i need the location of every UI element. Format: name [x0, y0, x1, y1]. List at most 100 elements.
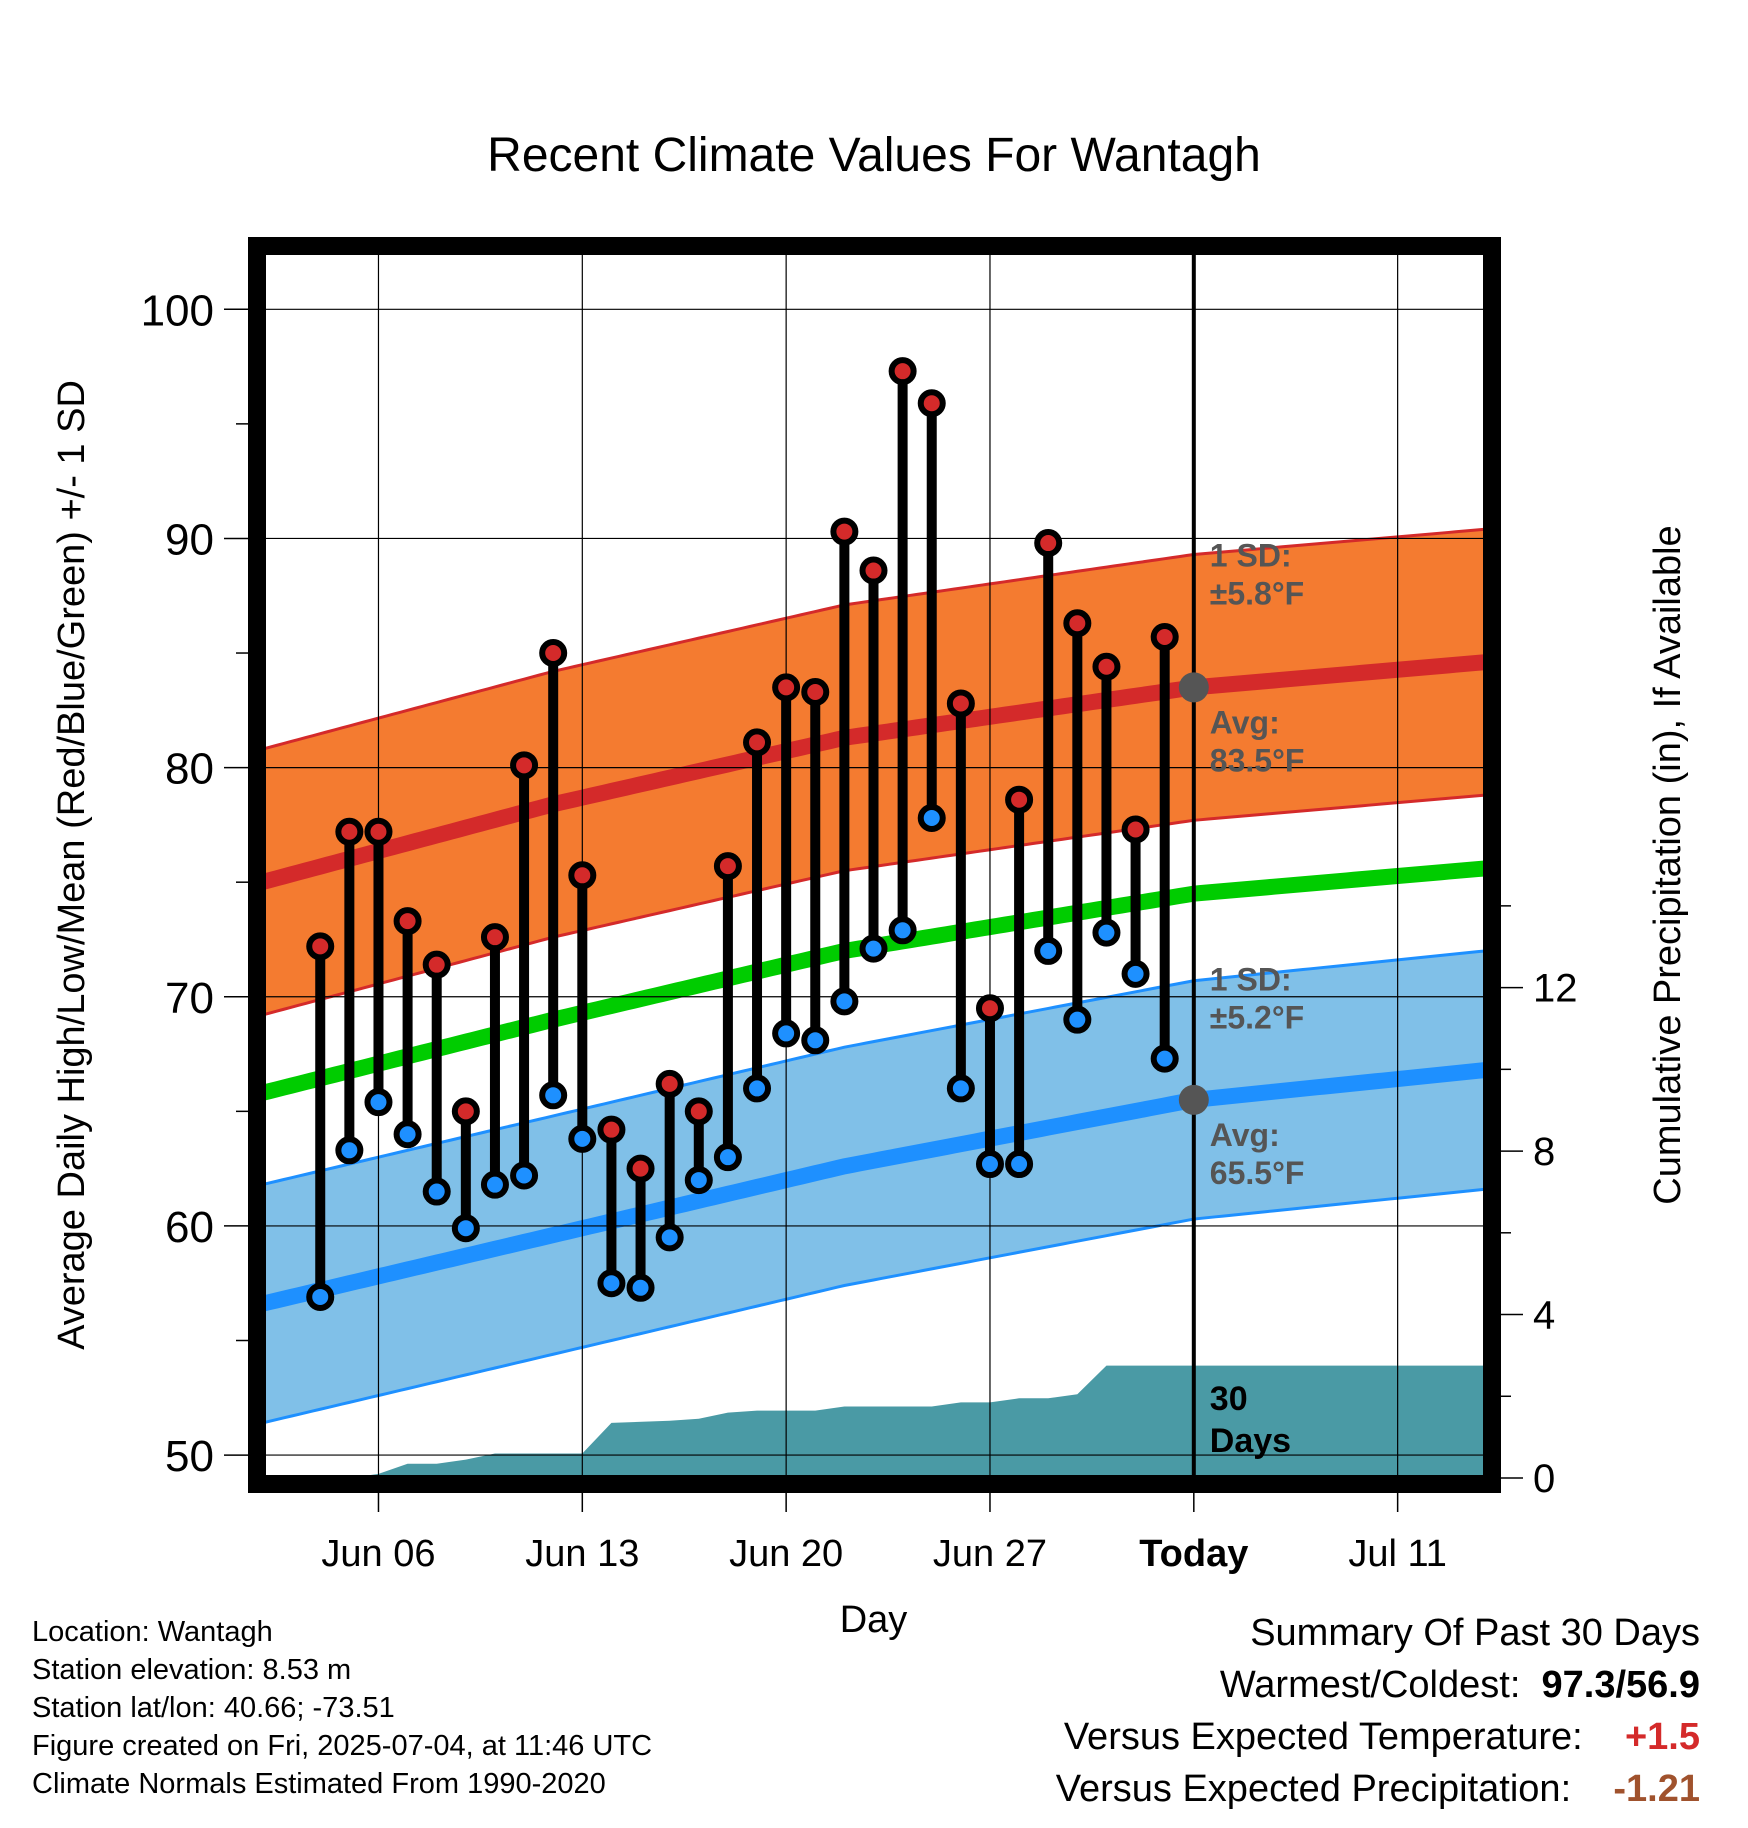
daily-low-point	[510, 1161, 539, 1190]
x-tick-label: Jul 11	[1348, 1533, 1447, 1575]
y-tick-label: 60	[165, 1203, 214, 1252]
daily-low-point	[1034, 936, 1063, 965]
low-sd-annotation-line2: ±5.2°F	[1210, 1000, 1304, 1036]
low-avg-annotation-line1: Avg:	[1210, 1117, 1280, 1153]
daily-low-point	[1150, 1044, 1179, 1073]
daily-high-point	[743, 728, 772, 757]
daily-low-point	[917, 804, 946, 833]
daily-low-point	[801, 1026, 830, 1055]
daily-low-point	[772, 1019, 801, 1048]
daily-low-point	[830, 987, 859, 1016]
daily-high-point	[393, 907, 422, 936]
today-normal-high-dot	[1178, 672, 1209, 703]
daily-high-point	[917, 389, 946, 418]
daily-high-point	[1150, 622, 1179, 651]
daily-low-point	[1092, 918, 1121, 947]
x-tick-label: Today	[1139, 1533, 1248, 1575]
daily-low-point	[335, 1136, 364, 1165]
high-sd-annotation-line1: 1 SD:	[1210, 537, 1292, 573]
daily-low-point	[451, 1214, 480, 1243]
daily-high-point	[510, 751, 539, 780]
period-label-line2: Days	[1210, 1422, 1291, 1460]
summary-precip-label: Versus Expected Precipitation:	[1055, 1768, 1572, 1810]
y-tick-label: 90	[165, 515, 214, 564]
daily-low-point	[713, 1143, 742, 1172]
low-sd-annotation-line1: 1 SD:	[1210, 962, 1292, 998]
info-normals: Climate Normals Estimated From 1990-2020	[32, 1768, 606, 1800]
high-sd-annotation-line2: ±5.8°F	[1210, 575, 1304, 611]
plot-frame	[248, 237, 1501, 1493]
y-tick-label: 100	[141, 286, 214, 335]
summary-warmest-label: Warmest/Coldest:	[1219, 1664, 1521, 1706]
daily-high-point	[772, 673, 801, 702]
daily-low-point	[539, 1081, 568, 1110]
daily-high-point	[422, 950, 451, 979]
daily-high-point	[597, 1115, 626, 1144]
daily-high-point	[888, 357, 917, 386]
y2-tick-label: 12	[1533, 967, 1578, 1011]
y2-tick-label: 0	[1533, 1457, 1555, 1501]
daily-high-point	[946, 689, 975, 718]
daily-high-point	[713, 852, 742, 881]
y2-axis-title: Cumulative Precipitation (in), If Availa…	[1647, 525, 1689, 1204]
daily-low-point	[626, 1273, 655, 1302]
x-tick-label: Jun 20	[729, 1533, 843, 1575]
info-latlon: Station lat/lon: 40.66; -73.51	[32, 1692, 395, 1724]
daily-high-point	[626, 1154, 655, 1183]
daily-low-point	[568, 1124, 597, 1153]
y2-tick-label: 4	[1533, 1294, 1555, 1338]
daily-high-point	[655, 1069, 684, 1098]
precipitation-area	[262, 1365, 1485, 1478]
summary-temp-value: +1.5	[1624, 1716, 1700, 1758]
daily-low-point	[393, 1120, 422, 1149]
daily-low-point	[975, 1150, 1004, 1179]
info-location: Location: Wantagh	[32, 1616, 273, 1648]
daily-low-point	[364, 1088, 393, 1117]
daily-high-point	[1121, 815, 1150, 844]
y-tick-label: 50	[165, 1432, 214, 1481]
daily-low-point	[684, 1166, 713, 1195]
daily-low-point	[422, 1177, 451, 1206]
summary-temp-label: Versus Expected Temperature:	[1063, 1716, 1583, 1758]
low-avg-annotation-line2: 65.5°F	[1210, 1155, 1305, 1191]
x-axis-title: Day	[840, 1599, 908, 1641]
today-normal-low-dot	[1178, 1084, 1209, 1115]
daily-low-point	[859, 934, 888, 963]
daily-low-point	[888, 916, 917, 945]
daily-high-point	[859, 556, 888, 585]
info-created: Figure created on Fri, 2025-07-04, at 11…	[32, 1730, 653, 1762]
low-band	[262, 950, 1485, 1424]
summary-warmest-row: Warmest/Coldest: 97.3/56.9	[1220, 1664, 1700, 1707]
x-tick-label: Jun 06	[321, 1533, 435, 1575]
y-axis-title: Average Daily High/Low/Mean (Red/Blue/Gr…	[51, 380, 93, 1350]
chart-title: Recent Climate Values For Wantagh	[487, 129, 1261, 182]
daily-high-point	[1092, 652, 1121, 681]
normal-low-line	[262, 1062, 1485, 1312]
daily-low-point	[1005, 1150, 1034, 1179]
daily-high-point	[335, 817, 364, 846]
daily-high-point	[801, 677, 830, 706]
daily-high-point	[306, 932, 335, 961]
y-tick-label: 70	[165, 974, 214, 1023]
daily-high-point	[1034, 529, 1063, 558]
y-tick-label: 80	[165, 745, 214, 794]
daily-high-point	[830, 517, 859, 546]
daily-high-point	[1063, 609, 1092, 638]
daily-low-point	[480, 1170, 509, 1199]
daily-low-point	[655, 1223, 684, 1252]
daily-low-point	[597, 1269, 626, 1298]
daily-high-point	[539, 639, 568, 668]
summary-warmest-value: 97.3/56.9	[1541, 1664, 1700, 1706]
info-elevation: Station elevation: 8.53 m	[32, 1654, 352, 1686]
summary-precip-row: Versus Expected Precipitation: -1.21	[1056, 1768, 1700, 1811]
daily-high-point	[364, 817, 393, 846]
period-label-line1: 30	[1210, 1380, 1248, 1418]
summary-precip-value: -1.21	[1613, 1768, 1700, 1810]
low-lower-edge	[262, 1187, 1485, 1425]
daily-high-point	[451, 1097, 480, 1126]
daily-high-point	[480, 923, 509, 952]
x-tick-label: Jun 13	[525, 1533, 639, 1575]
daily-high-point	[684, 1097, 713, 1126]
summary-heading: Summary Of Past 30 Days	[1250, 1612, 1700, 1654]
daily-low-point	[743, 1074, 772, 1103]
